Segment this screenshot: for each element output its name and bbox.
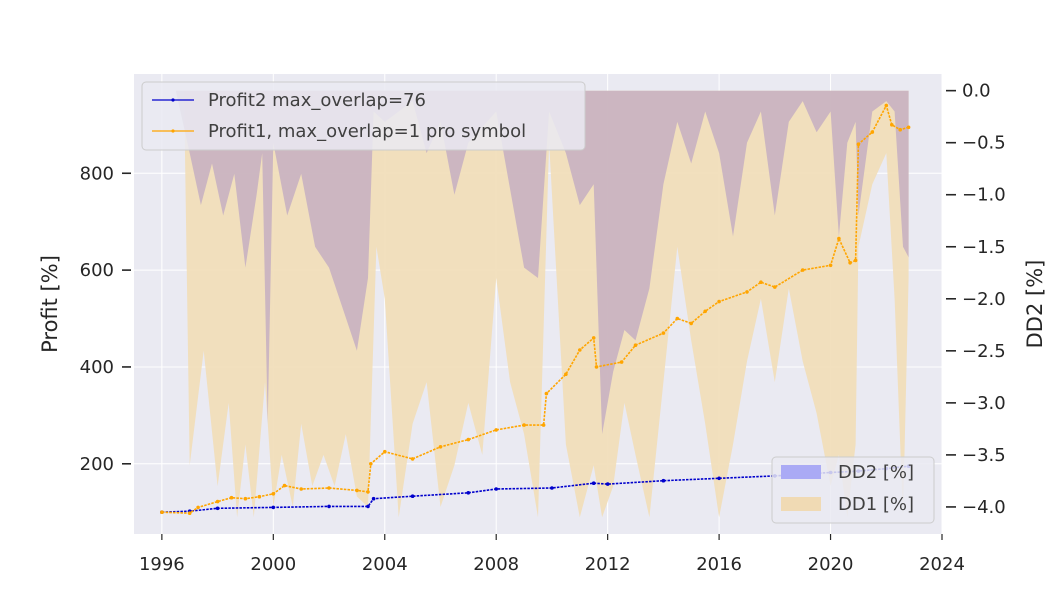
x-tick-label: 2000 (250, 554, 296, 575)
profit1-point (675, 316, 680, 321)
profit1-point (633, 343, 638, 348)
legend-dd2-label: DD2 [%] (838, 462, 914, 483)
profit1-point (717, 299, 721, 304)
profit1-point (759, 280, 763, 285)
legend-dd2-swatch (781, 465, 821, 479)
left-tick-label: 200 (80, 454, 114, 475)
profit1-point (257, 494, 262, 499)
profit2-point (371, 496, 376, 501)
profit1-point (541, 423, 546, 427)
profit2-point (550, 486, 554, 490)
profit1-point (898, 127, 902, 132)
right-tick-label: −0.5 (962, 133, 1006, 154)
profit1-point (282, 483, 287, 488)
profit1-point (745, 290, 749, 294)
profit1-point (327, 486, 331, 490)
y-axis-title-right: DD2 [%] (1023, 260, 1047, 349)
legend-profit-frame (141, 81, 586, 151)
profit1-point (366, 490, 370, 494)
legend-dd1-swatch (781, 497, 821, 511)
x-tick-label: 2012 (585, 554, 631, 575)
profit1-point (215, 499, 220, 504)
profit2-point (605, 482, 610, 486)
profit1-point (800, 268, 805, 272)
profit1-point (689, 321, 693, 326)
x-tick-label: 2020 (808, 554, 854, 575)
profit2-point (591, 481, 596, 486)
profit2-point (494, 487, 499, 491)
profit1-point (369, 462, 373, 466)
x-tick-label: 2008 (473, 554, 519, 575)
legend-profit1-label: Profit1, max_overlap=1 pro symbol (208, 121, 526, 142)
dd2-area (175, 90, 909, 435)
legend-profit: Profit2 max_overlap=76 Profit1, max_over… (141, 81, 586, 151)
left-tick-label: 400 (80, 357, 114, 378)
profit1-point (594, 365, 599, 369)
profit1-point (229, 495, 234, 500)
profit2-point (466, 491, 471, 495)
profit1-point (410, 457, 415, 461)
legend-profit2-marker (171, 98, 175, 102)
profit1-point (870, 130, 875, 134)
profit1-point (578, 348, 582, 352)
profit1-point (544, 391, 549, 396)
right-tick-label: 0.0 (962, 81, 991, 102)
profit1-point (828, 263, 833, 268)
profit1-point (564, 372, 568, 377)
profit2-point (271, 505, 276, 510)
x-tick-label: 2016 (696, 554, 742, 575)
profit1-point (884, 103, 889, 108)
right-tick-label: −1.0 (962, 185, 1006, 206)
profit1-point (466, 437, 471, 442)
profit1-point (853, 258, 858, 263)
drawdown-areas (175, 90, 909, 518)
profit2-point (366, 504, 370, 509)
legend-drawdown: DD2 [%] DD1 [%] (771, 456, 935, 524)
profit1-point (703, 309, 707, 314)
y-axis-title-left: Profit [%] (38, 255, 62, 353)
profit1-point (160, 510, 164, 514)
profit1-point (494, 428, 499, 432)
profit2-point (717, 476, 721, 481)
profit1-point (187, 511, 192, 515)
right-tick-label: −3.5 (962, 445, 1006, 466)
profit2-point (661, 478, 666, 483)
left-tick-label: 800 (80, 163, 114, 184)
left-tick-label: 600 (80, 260, 114, 281)
legend-profit2-label: Profit2 max_overlap=76 (208, 90, 426, 111)
profit1-point (522, 423, 526, 427)
x-tick-label: 2004 (362, 554, 408, 575)
right-tick-label: −4.0 (962, 497, 1006, 518)
profit1-point (619, 360, 624, 364)
profit2-point (215, 506, 220, 511)
profit1-point (591, 336, 596, 340)
profit1-point (773, 285, 777, 289)
profit1-point (438, 445, 443, 449)
profit1-point (856, 142, 861, 146)
x-tick-label: 2024 (919, 554, 965, 575)
profit1-point (383, 449, 387, 454)
right-tick-label: −2.5 (962, 341, 1006, 362)
profit1-point (271, 492, 276, 496)
profit2-point (327, 504, 331, 509)
profit1-point (890, 123, 894, 127)
x-tick-label: 1996 (139, 554, 185, 575)
right-tick-label: −3.0 (962, 393, 1006, 414)
right-tick-label: −1.5 (962, 237, 1006, 258)
profit1-point (848, 261, 852, 265)
profit1-point (243, 496, 248, 501)
profit1-point (837, 236, 841, 241)
profit1-point (299, 487, 304, 491)
legend-profit1-marker (171, 129, 175, 133)
profit2-point (410, 494, 415, 499)
axes: 1996 2000 2004 2008 2012 2016 2020 2024 200 400 60… (80, 81, 1006, 575)
legend-dd1-label: DD1 [%] (838, 494, 914, 515)
right-tick-label: −2.0 (962, 289, 1006, 310)
profit1-point (196, 505, 200, 510)
profit1-point (661, 331, 666, 335)
profit-lines (160, 103, 911, 515)
profit1-point (355, 488, 359, 493)
profit1-point (906, 125, 911, 130)
